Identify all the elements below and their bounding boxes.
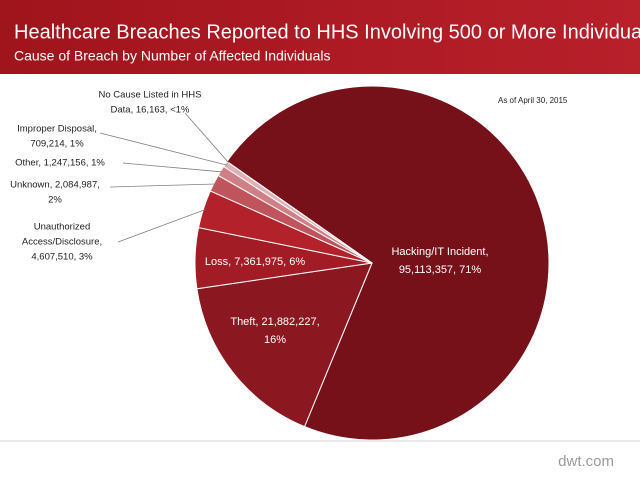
data-label: Loss, 7,361,975, 6% bbox=[205, 256, 306, 268]
leader-line bbox=[117, 209, 206, 243]
header-band bbox=[0, 0, 640, 74]
data-label: Theft, 21,882,227, bbox=[230, 316, 319, 328]
data-label: Other, 1,247,156, 1% bbox=[15, 158, 105, 169]
annotation: As of April 30, 2015 bbox=[498, 96, 568, 105]
leader-line bbox=[122, 162, 223, 173]
chart-subtitle: Cause of Breach by Number of Affected In… bbox=[14, 48, 330, 64]
data-label: Unauthorized bbox=[34, 222, 91, 233]
leader-line bbox=[109, 183, 216, 188]
data-label: 709,214, 1% bbox=[30, 139, 84, 150]
data-label: Access/Disclosure, bbox=[22, 237, 102, 248]
data-label: No Cause Listed in HHS bbox=[99, 90, 202, 101]
data-label: 2% bbox=[48, 195, 62, 206]
data-label: Data, 16,163, <1% bbox=[111, 105, 191, 116]
data-label: Hacking/IT Incident, bbox=[391, 246, 488, 258]
leader-line bbox=[184, 112, 229, 163]
data-label: Improper Disposal, bbox=[17, 124, 97, 135]
leader-line bbox=[99, 132, 228, 166]
pie-slice bbox=[226, 85, 550, 441]
pie-slice bbox=[226, 160, 373, 264]
data-label: Unknown, 2,084,987, bbox=[10, 180, 100, 191]
data-label: 4,607,510, 3% bbox=[31, 252, 93, 263]
data-label: 16% bbox=[264, 334, 286, 346]
footer: dwt.com bbox=[558, 453, 614, 470]
data-label: 95,113,357, 71% bbox=[399, 264, 482, 276]
chart-title: Healthcare Breaches Reported to HHS Invo… bbox=[14, 21, 640, 43]
pie-slice bbox=[196, 262, 373, 428]
